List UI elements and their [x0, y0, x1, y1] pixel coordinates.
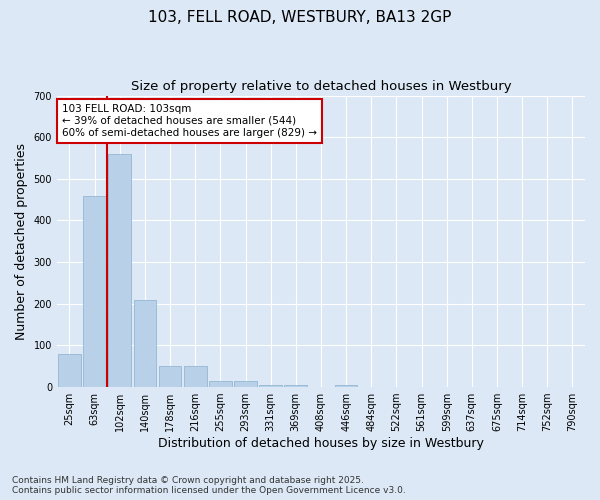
Bar [109, 154, 131, 387]
Text: 103 FELL ROAD: 103sqm
← 39% of detached houses are smaller (544)
60% of semi-det: 103 FELL ROAD: 103sqm ← 39% of detached … [62, 104, 317, 138]
Bar [184, 366, 206, 387]
Y-axis label: Number of detached properties: Number of detached properties [15, 143, 28, 340]
Bar [58, 354, 81, 387]
Bar [159, 366, 181, 387]
Bar [284, 385, 307, 387]
Bar [259, 385, 282, 387]
Bar [83, 196, 106, 387]
Title: Size of property relative to detached houses in Westbury: Size of property relative to detached ho… [131, 80, 511, 93]
Text: Contains HM Land Registry data © Crown copyright and database right 2025.
Contai: Contains HM Land Registry data © Crown c… [12, 476, 406, 495]
Bar [209, 381, 232, 387]
Text: 103, FELL ROAD, WESTBURY, BA13 2GP: 103, FELL ROAD, WESTBURY, BA13 2GP [148, 10, 452, 25]
X-axis label: Distribution of detached houses by size in Westbury: Distribution of detached houses by size … [158, 437, 484, 450]
Bar [234, 381, 257, 387]
Bar [335, 385, 358, 387]
Bar [134, 300, 156, 387]
